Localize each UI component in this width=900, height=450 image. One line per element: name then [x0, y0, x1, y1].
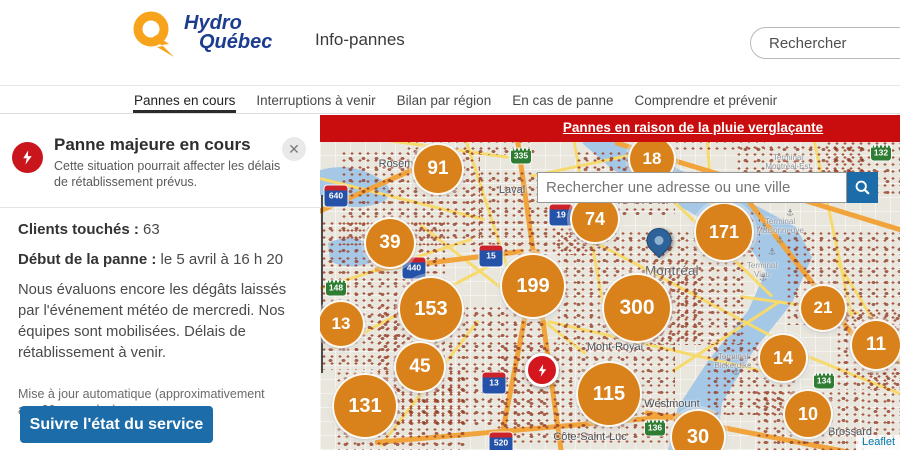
- nav-item-1[interactable]: Pannes en cours: [133, 86, 236, 113]
- logo-wordmark: Hydro Québec: [184, 12, 273, 53]
- route-shield-335: 335: [511, 148, 531, 164]
- map-label: Mont-Royal: [586, 341, 644, 353]
- major-outage-alert: Panne majeure en cours Cette situation p…: [0, 115, 320, 203]
- route-shield-13: 13: [482, 372, 506, 394]
- hydro-quebec-q-icon: [128, 8, 182, 65]
- outage-cluster-45[interactable]: 45: [394, 341, 446, 393]
- outage-cluster-199[interactable]: 199: [500, 253, 566, 319]
- outage-area-patch: [865, 370, 900, 440]
- main-nav: Pannes en cours Interruptions à venir Bila…: [0, 85, 900, 114]
- outage-start-value: le 5 avril à 16 h 20: [160, 250, 284, 268]
- route-shield-19: 19: [549, 204, 573, 226]
- map-search-input[interactable]: [537, 172, 847, 203]
- outage-cluster-39[interactable]: 39: [364, 217, 416, 269]
- leaflet-link[interactable]: Leaflet: [861, 436, 895, 448]
- anchor-icon: ⚓: [785, 207, 795, 218]
- anchor-icon: ⚓: [731, 366, 741, 377]
- outage-cluster-300[interactable]: 300: [602, 273, 672, 343]
- outage-cluster-10[interactable]: 10: [783, 389, 833, 439]
- outage-cluster-21[interactable]: 21: [799, 284, 847, 332]
- outage-cluster-91[interactable]: 91: [412, 143, 464, 195]
- outage-cluster-153[interactable]: 153: [398, 276, 464, 342]
- anchor-icon: ⚓: [775, 234, 785, 245]
- anchor-icon: ⚓: [759, 221, 769, 232]
- nav-item-2[interactable]: Interruptions à venir: [256, 93, 376, 108]
- hydro-quebec-logo[interactable]: Hydro Québec: [128, 8, 272, 65]
- header: Hydro Québec Info-pannes Rechercher: [0, 0, 900, 85]
- map-label: Côte-Saint-Luc: [553, 431, 627, 443]
- map-label: Terminal Montréal-Est: [765, 153, 811, 172]
- outage-start-label: Début de la panne :: [18, 250, 157, 268]
- clients-affected-label: Clients touchés :: [18, 220, 139, 238]
- incident-lightning-marker[interactable]: [525, 353, 559, 387]
- map-label: Terminal Maisonneuve: [756, 217, 804, 236]
- search-icon: [855, 180, 870, 195]
- header-search-field[interactable]: Rechercher: [750, 27, 900, 59]
- alert-lightning-icon: [12, 142, 43, 173]
- weather-warning-link[interactable]: Pannes en raison de la pluie verglaçante: [562, 120, 824, 135]
- alert-description: Cette situation pourrait affecter les dé…: [54, 159, 281, 190]
- outage-map[interactable]: 640 19 15 440 13 520 335 148 132 134 136 Rosemère La…: [320, 115, 900, 450]
- panel-divider: [0, 206, 320, 208]
- route-shield-136: 136: [645, 420, 665, 436]
- map-label: Terminal Bickerdike: [714, 352, 752, 371]
- map-label: Westmount: [644, 398, 700, 410]
- outage-cluster-13[interactable]: 13: [320, 300, 365, 348]
- outage-cluster-171[interactable]: 171: [694, 202, 754, 262]
- outage-start-row: Début de la panne : le 5 avril à 16 h 20: [18, 251, 302, 268]
- anchor-icon: ⚓: [758, 272, 768, 283]
- outage-info-panel: Panne majeure en cours Cette situation p…: [0, 115, 320, 450]
- anchor-icon: ⚓: [767, 246, 777, 257]
- map-search-bar: [537, 172, 878, 203]
- alert-title: Panne majeure en cours: [54, 135, 251, 154]
- clients-affected-row: Clients touchés : 63: [18, 221, 302, 238]
- map-label: Montréal: [645, 263, 699, 278]
- outage-cluster-14[interactable]: 14: [758, 333, 808, 383]
- nav-item-4[interactable]: En cas de panne: [512, 93, 614, 108]
- weather-warning-banner: Pannes en raison de la pluie verglaçante: [320, 115, 900, 142]
- outage-cluster-115[interactable]: 115: [576, 361, 642, 427]
- clients-affected-value: 63: [143, 220, 160, 238]
- close-icon[interactable]: ✕: [282, 137, 306, 161]
- outage-cluster-30[interactable]: 30: [670, 409, 726, 450]
- outage-cluster-11[interactable]: 11: [850, 319, 900, 371]
- map-search-button[interactable]: [847, 172, 878, 203]
- nav-item-5[interactable]: Comprendre et prévenir: [634, 93, 778, 108]
- route-shield-148: 148: [326, 280, 346, 296]
- map-attribution: Leaflet: [855, 435, 900, 450]
- header-search-placeholder: Rechercher: [769, 34, 847, 52]
- outage-cluster-131[interactable]: 131: [332, 373, 398, 439]
- map-label: Laval: [498, 184, 526, 196]
- map-label: Terminal Viau: [746, 261, 778, 280]
- route-shield-640: 640: [324, 185, 348, 207]
- route-shield-520: 520: [489, 432, 513, 450]
- lightning-icon: [538, 363, 546, 377]
- route-shield-440: 440: [402, 257, 426, 279]
- route-shield-134: 134: [814, 373, 834, 389]
- page-title: Info-pannes: [315, 30, 405, 49]
- route-shield-132: 132: [871, 145, 891, 161]
- follow-service-status-button[interactable]: Suivre l'état du service: [20, 406, 213, 443]
- map-artifact-line: [321, 195, 323, 373]
- route-shield-15: 15: [479, 245, 503, 267]
- outage-message: Nous évaluons encore les dégâts laissés …: [18, 281, 287, 361]
- location-pin-marker[interactable]: [641, 222, 677, 259]
- pin-inner-dot: [652, 234, 666, 247]
- nav-item-3[interactable]: Bilan par région: [396, 93, 492, 108]
